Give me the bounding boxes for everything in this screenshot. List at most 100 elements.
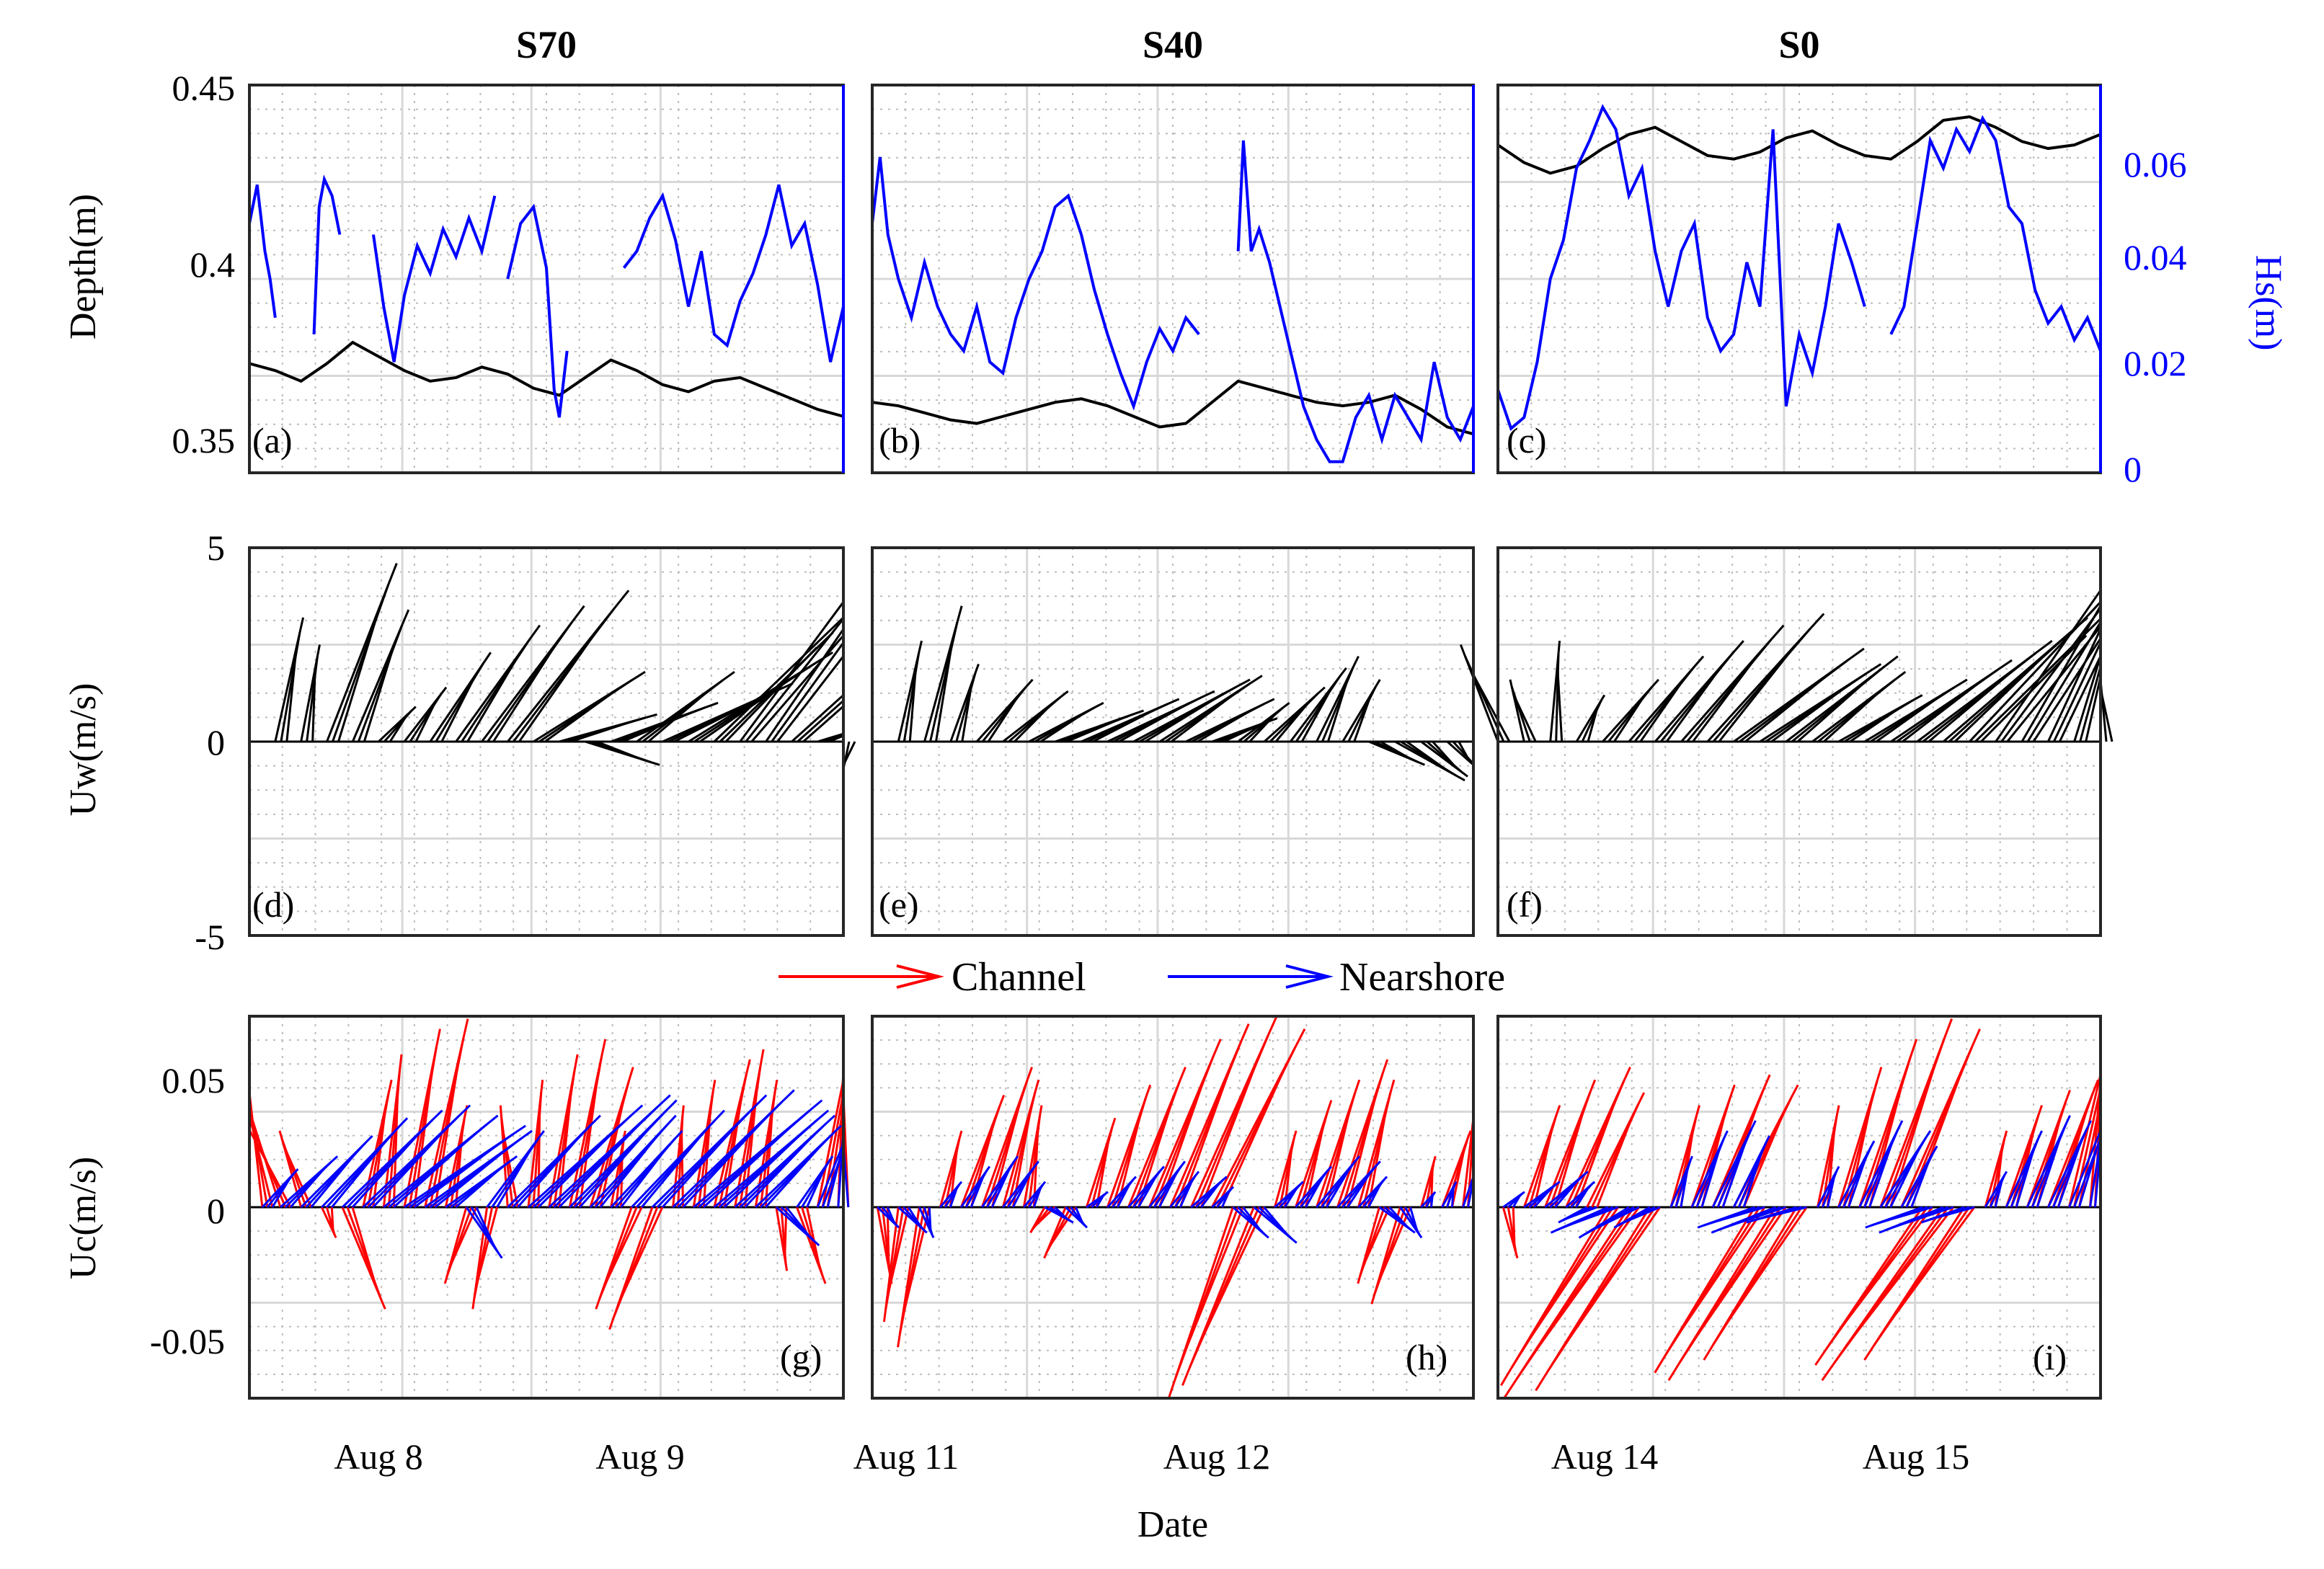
- wind-stick: [311, 667, 316, 742]
- channel-stick: [1994, 1146, 2004, 1208]
- wind-stick: [2079, 666, 2102, 742]
- depth-line: [1496, 115, 2101, 175]
- wind-stick: [1446, 740, 1474, 766]
- nearshore-stick: [661, 1116, 745, 1209]
- channel-stick: [372, 1105, 387, 1208]
- nearshore-stick: [1868, 1137, 1895, 1208]
- wind-stick: [1849, 705, 1903, 743]
- nearshore-stick: [723, 1129, 807, 1209]
- nearshore-stick: [1994, 1178, 2004, 1208]
- wind-stick: [765, 628, 845, 742]
- channel-stick: [351, 1206, 378, 1289]
- xtick-aug8: Aug 8: [334, 1436, 423, 1477]
- nearshore-stick: [1221, 1190, 1230, 1208]
- ytick-uc-0: 0: [207, 1191, 225, 1231]
- channel-stick: [2067, 1074, 2102, 1208]
- hs-line-segment: [506, 203, 569, 418]
- nearshore-stick: [1561, 1206, 1619, 1229]
- axes-frame-f: [1496, 546, 2102, 937]
- nearshore-stick: [1242, 1206, 1263, 1232]
- channel-stick: [474, 1206, 499, 1289]
- hs-line-segment: [1889, 115, 2102, 352]
- wind-stick: [1274, 699, 1311, 742]
- ytick-uc--0.05: -0.05: [150, 1321, 225, 1361]
- wind-stick: [1796, 675, 1872, 743]
- wind-stick: [1092, 708, 1156, 743]
- channel-stick: [1199, 1054, 1261, 1208]
- nearshore-stick: [620, 1145, 669, 1208]
- wind-stick: [466, 652, 521, 742]
- wind-stick: [739, 601, 845, 742]
- wind-stick: [961, 682, 973, 742]
- nearshore-stick: [1721, 1137, 1748, 1208]
- current-sticks-g: [248, 1018, 850, 1330]
- y2tick-hs-0.04: 0.04: [2124, 237, 2187, 277]
- wind-stick: [935, 638, 954, 742]
- nearshore-stick: [331, 1135, 391, 1208]
- nearshore-stick: [1533, 1186, 1554, 1209]
- legend-channel-arrow: [779, 964, 944, 989]
- wind-stick: [570, 719, 634, 743]
- current-sticks-i: [1498, 1018, 2102, 1399]
- xtick-aug12: Aug 12: [1163, 1436, 1271, 1477]
- wind-stick: [1039, 711, 1086, 743]
- nearshore-stick: [271, 1175, 292, 1208]
- wind-stick: [776, 655, 845, 742]
- wind-stick: [518, 626, 601, 742]
- nearshore-stick: [1054, 1206, 1069, 1221]
- wind-stick: [2000, 608, 2102, 742]
- channel-stick: [1553, 1105, 1587, 1208]
- nearshore-stick: [907, 1206, 923, 1229]
- channel-stick: [578, 1072, 600, 1208]
- nearshore-stick: [455, 1165, 504, 1209]
- wind-stick: [2026, 621, 2102, 742]
- nearshore-stick: [744, 1133, 816, 1209]
- wind-stick: [1876, 693, 1943, 743]
- panel-label-h: (h): [1406, 1337, 1447, 1377]
- nearshore-stick: [579, 1121, 657, 1208]
- nearshore-stick: [826, 1155, 842, 1208]
- wind-stick: [492, 638, 561, 742]
- xlabel-date: Date: [1137, 1504, 1208, 1545]
- wind-stick: [1406, 740, 1449, 773]
- xtick-aug14: Aug 14: [1551, 1436, 1659, 1477]
- ytick-depth-0.35: 0.35: [172, 420, 236, 461]
- y2tick-hs-0.02: 0.02: [2124, 343, 2187, 383]
- current-sticks-h: [872, 1015, 1475, 1399]
- channel-stick: [1367, 1105, 1388, 1208]
- wind-stick: [908, 665, 918, 742]
- channel-stick: [1868, 1072, 1907, 1208]
- wind-stick: [771, 641, 845, 742]
- nearshore-stick: [1724, 1206, 1786, 1229]
- nearshore-stick: [372, 1124, 450, 1209]
- wind-stick: [1249, 711, 1278, 743]
- channel-stick: [806, 1206, 821, 1269]
- axes-frame-h: [871, 1015, 1475, 1400]
- nearshore-stick: [1158, 1170, 1179, 1208]
- nearshore-stick: [1889, 1145, 1922, 1208]
- nearshore-stick: [1848, 1154, 1868, 1208]
- ylabel-uc: Uc(m/s): [63, 1157, 104, 1279]
- panel-label-b: (b): [879, 420, 921, 461]
- nearshore-stick: [1575, 1186, 1590, 1208]
- wind-stick: [647, 688, 712, 743]
- wind-stick: [1556, 665, 1564, 742]
- wind-stick: [337, 605, 381, 742]
- channel-stick: [1195, 1206, 1265, 1351]
- wind-stick: [842, 741, 856, 766]
- nearshore-stick: [1305, 1174, 1326, 1208]
- wind-stick: [1744, 670, 1834, 743]
- wind-stick: [2021, 605, 2102, 742]
- wind-stick: [1452, 740, 1473, 763]
- title-s0: S0: [1778, 23, 1819, 66]
- nearshore-stick: [351, 1129, 423, 1209]
- channel-stick: [1221, 1064, 1287, 1208]
- wind-stick: [1692, 652, 1760, 742]
- channel-stick: [1047, 1206, 1077, 1249]
- nearshore-stick: [703, 1121, 797, 1209]
- wind-stick: [1639, 676, 1687, 742]
- nearshore-stick: [990, 1165, 1012, 1208]
- nearshore-stick: [682, 1112, 771, 1209]
- axes-frame-e: [871, 546, 1475, 937]
- depth-line: [249, 340, 844, 418]
